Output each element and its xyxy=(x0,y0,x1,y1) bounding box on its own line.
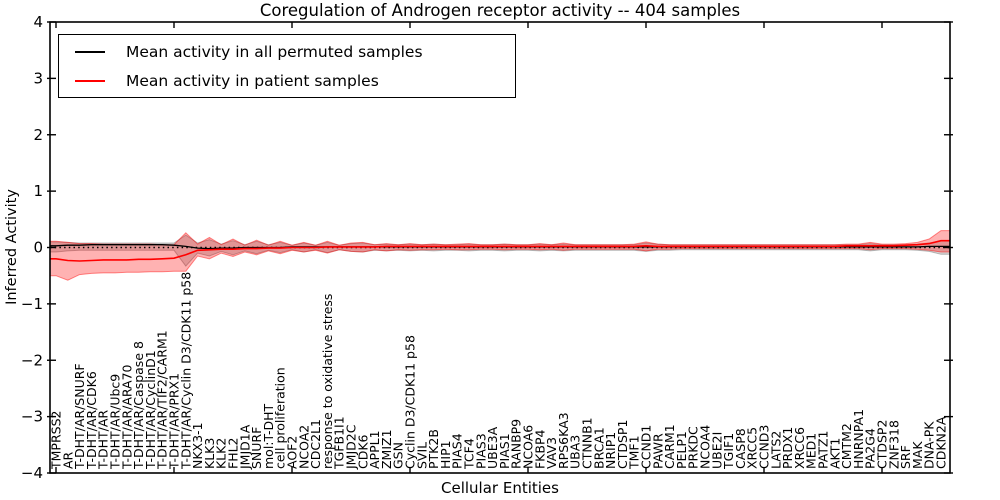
x-tick-label: KLK2 xyxy=(214,438,229,469)
x-tick-label: T-DHT/AR/CyclinD1 xyxy=(143,350,158,470)
legend-line-sample-red xyxy=(75,79,105,82)
y-tick-label: −1 xyxy=(21,295,43,313)
x-tick-label: T-DHT/AR/SNURF xyxy=(72,363,87,470)
y-tick-label: −2 xyxy=(21,351,43,369)
x-tick-label: MAK xyxy=(910,441,925,469)
x-tick-label: PRKDC xyxy=(686,426,701,469)
x-tick-label: ZNF318 xyxy=(886,420,901,469)
x-tick-label: T-DHT/AR/ARA70 xyxy=(119,364,134,470)
x-tick-label: T-DHT/AR/Ubc9 xyxy=(108,374,123,470)
x-tick-label: PTK2B xyxy=(426,429,441,469)
x-tick-label: SNURF xyxy=(249,427,264,469)
x-tick-label: FHL2 xyxy=(226,437,241,469)
x-tick-label: CARM1 xyxy=(662,424,677,469)
x-tick-label: response to oxidative stress xyxy=(320,294,335,469)
x-tick-label: TMF1 xyxy=(627,435,642,470)
legend-entry-permuted: Mean activity in all permuted samples xyxy=(75,40,515,64)
x-tick-label: PRDX1 xyxy=(780,427,795,469)
x-tick-label: CTNNB1 xyxy=(580,417,595,469)
legend-label-patient: Mean activity in patient samples xyxy=(126,71,379,90)
x-tick-label: UBE2I xyxy=(709,432,724,469)
x-tick-label: ZMIZ1 xyxy=(379,429,394,469)
x-tick-label: mol:T-DHT xyxy=(261,403,276,469)
x-tick-label: FKBP4 xyxy=(532,429,547,469)
y-tick-label: 2 xyxy=(33,126,43,144)
x-tick-label: NCOA2 xyxy=(296,425,311,469)
x-tick-label: PIAS3 xyxy=(473,433,488,469)
x-tick-label: PIAS1 xyxy=(497,433,512,469)
y-tick-label: 0 xyxy=(33,239,43,257)
x-tick-label: CDKN2A xyxy=(934,416,949,469)
y-tick-label: 1 xyxy=(33,182,43,200)
x-tick-label: CDC2L1 xyxy=(308,419,323,469)
x-tick-label: Cyclin D3/CDK11 p58 xyxy=(403,335,418,469)
x-tick-label: PATZ1 xyxy=(816,431,831,469)
x-tick-label: NRIP1 xyxy=(603,432,618,469)
x-tick-label: GSN xyxy=(391,442,406,469)
x-tick-label: TGFB1I1 xyxy=(332,416,347,470)
x-tick-label: KLK3 xyxy=(202,438,217,469)
x-tick-label: RPS6KA3 xyxy=(556,412,571,469)
chart-title: Coregulation of Androgen receptor activi… xyxy=(259,1,741,20)
x-tick-label: T-DHT/AR xyxy=(96,410,111,470)
x-tick-label: CMTM2 xyxy=(839,423,854,469)
x-tick-label: AOF2 xyxy=(285,436,300,469)
x-tick-label: BRCA1 xyxy=(591,427,606,469)
y-tick-label: −4 xyxy=(21,464,43,482)
y-tick-label: 3 xyxy=(33,69,43,87)
x-tick-label: NKX3-1 xyxy=(190,422,205,469)
x-tick-label: AR xyxy=(60,451,75,469)
x-tick-label: CTDSP1 xyxy=(615,420,630,469)
x-tick-label: HIP1 xyxy=(438,440,453,469)
legend-line-sample-black xyxy=(75,50,105,53)
x-tick-label: T-DHT/AR/Cyclin D3/CDK11 p58 xyxy=(178,272,193,470)
x-tick-label: T-DHT/AR/TIF2/CARM1 xyxy=(155,330,170,470)
x-tick-label: PA2G4 xyxy=(863,428,878,469)
x-tick-label: CCND1 xyxy=(639,425,654,469)
x-tick-label: TGIF1 xyxy=(721,433,736,470)
x-tick-label: UBA3 xyxy=(568,435,583,469)
x-tick-label: PAWR xyxy=(650,433,665,469)
x-tick-label: NCOA4 xyxy=(698,425,713,469)
x-tick-label: LATS2 xyxy=(768,431,783,469)
x-tick-label: PIAS4 xyxy=(450,433,465,469)
x-tick-label: HNRNPA1 xyxy=(851,409,866,469)
x-tick-label: CDK6 xyxy=(355,434,370,469)
x-tick-label: APPL1 xyxy=(367,430,382,469)
x-tick-label: TMPRSS2 xyxy=(49,411,64,470)
legend: Mean activity in all permuted samples Me… xyxy=(58,34,516,98)
x-tick-label: XRCC6 xyxy=(792,427,807,469)
x-tick-label: JMJD1A xyxy=(237,424,252,470)
y-tick-label: 4 xyxy=(33,13,43,31)
x-tick-label: T-DHT/AR/Caspase 8 xyxy=(131,341,146,470)
x-tick-label: JMJD2C xyxy=(344,424,359,470)
x-tick-label: VAV3 xyxy=(544,437,559,469)
x-tick-label: RANBP9 xyxy=(509,419,524,469)
x-tick-label: XRCC5 xyxy=(745,427,760,469)
x-tick-label: cell proliferation xyxy=(273,367,288,469)
x-tick-label: TCF4 xyxy=(462,438,477,470)
legend-entry-patient: Mean activity in patient samples xyxy=(75,69,515,93)
x-tick-label: CASP8 xyxy=(733,428,748,469)
x-tick-label: UBE3A xyxy=(485,426,500,469)
patient-mean-line xyxy=(50,239,950,262)
x-tick-label: CCND3 xyxy=(757,425,772,469)
x-tick-label: SRF xyxy=(898,445,913,469)
x-tick-label: CTDSP2 xyxy=(875,420,890,469)
y-axis-label: Inferred Activity xyxy=(4,189,20,305)
x-tick-label: NCOA6 xyxy=(521,425,536,469)
x-tick-label: T-DHT/AR/CDK6 xyxy=(84,371,99,470)
legend-label-permuted: Mean activity in all permuted samples xyxy=(126,42,423,61)
x-tick-label: T-DHT/AR/PRX1 xyxy=(167,373,182,470)
x-tick-label: PELP1 xyxy=(674,431,689,469)
x-tick-label: SVIL xyxy=(414,442,429,469)
x-tick-label: DNA-PK xyxy=(922,421,937,469)
x-tick-label: MED1 xyxy=(804,433,819,469)
x-axis-label: Cellular Entities xyxy=(441,479,559,497)
y-tick-label: −3 xyxy=(21,408,43,426)
x-tick-label: AKT1 xyxy=(827,438,842,469)
